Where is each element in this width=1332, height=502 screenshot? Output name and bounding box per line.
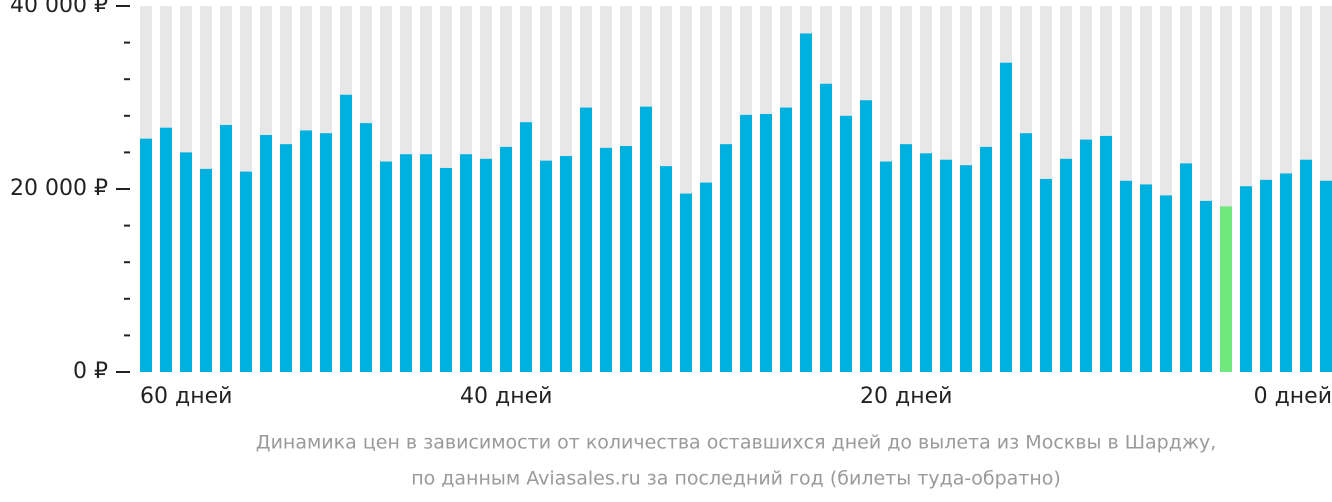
bar — [200, 168, 212, 372]
bar — [660, 166, 672, 372]
bar — [1120, 180, 1132, 372]
bar — [980, 146, 992, 372]
bar — [640, 106, 652, 373]
bar — [740, 114, 752, 372]
bar — [440, 167, 452, 372]
bar — [1280, 173, 1292, 372]
bar — [1320, 180, 1332, 372]
bar — [1220, 206, 1232, 372]
bar — [620, 145, 632, 372]
bar — [1040, 178, 1052, 372]
bar — [960, 165, 972, 372]
bar — [1180, 163, 1192, 372]
bar — [140, 138, 152, 372]
bar — [720, 144, 732, 372]
bar — [760, 113, 772, 372]
x-tick-label: 0 дней — [1254, 384, 1332, 409]
bar — [280, 144, 292, 372]
bar — [580, 107, 592, 372]
bar — [800, 33, 812, 372]
bar — [300, 130, 312, 372]
bar — [480, 158, 492, 372]
bar — [920, 153, 932, 372]
x-tick-label: 60 дней — [140, 384, 232, 409]
bar — [260, 135, 272, 372]
bar — [820, 83, 832, 373]
bar — [940, 159, 952, 372]
bar — [880, 161, 892, 372]
y-tick-label: 20 000 ₽ — [10, 176, 108, 201]
bar — [1160, 195, 1172, 372]
caption: Динамика цен в зависимости от количества… — [256, 432, 1217, 454]
bar — [400, 154, 412, 372]
bar — [420, 154, 432, 372]
bar — [460, 154, 472, 372]
bar — [860, 100, 872, 373]
bar — [1020, 133, 1032, 372]
bar — [1300, 159, 1312, 372]
bar — [1240, 186, 1252, 372]
bar — [360, 123, 372, 373]
bar — [320, 133, 332, 372]
bar — [780, 107, 792, 372]
bar — [160, 127, 172, 372]
bar — [240, 171, 252, 372]
x-tick-label: 20 дней — [860, 384, 952, 409]
bar — [540, 160, 552, 372]
bar — [700, 182, 712, 372]
bar — [600, 147, 612, 372]
x-tick-label: 40 дней — [460, 384, 552, 409]
bar — [900, 144, 912, 372]
bar — [500, 146, 512, 372]
bar — [1140, 184, 1152, 372]
bar — [1060, 158, 1072, 372]
bar — [1200, 200, 1212, 372]
bar — [220, 124, 232, 372]
bar — [1000, 62, 1012, 372]
bar — [1080, 139, 1092, 372]
bar — [1100, 135, 1112, 372]
bar — [560, 156, 572, 372]
bar — [340, 94, 352, 372]
bar — [680, 193, 692, 372]
bar — [520, 122, 532, 372]
y-tick-label: 0 ₽ — [73, 359, 108, 384]
bar — [380, 161, 392, 372]
bar — [1260, 179, 1272, 372]
y-tick-label: 40 000 ₽ — [10, 0, 108, 18]
caption: по данным Aviasales.ru за последний год … — [411, 468, 1061, 490]
bar — [180, 152, 192, 372]
bar — [840, 115, 852, 373]
